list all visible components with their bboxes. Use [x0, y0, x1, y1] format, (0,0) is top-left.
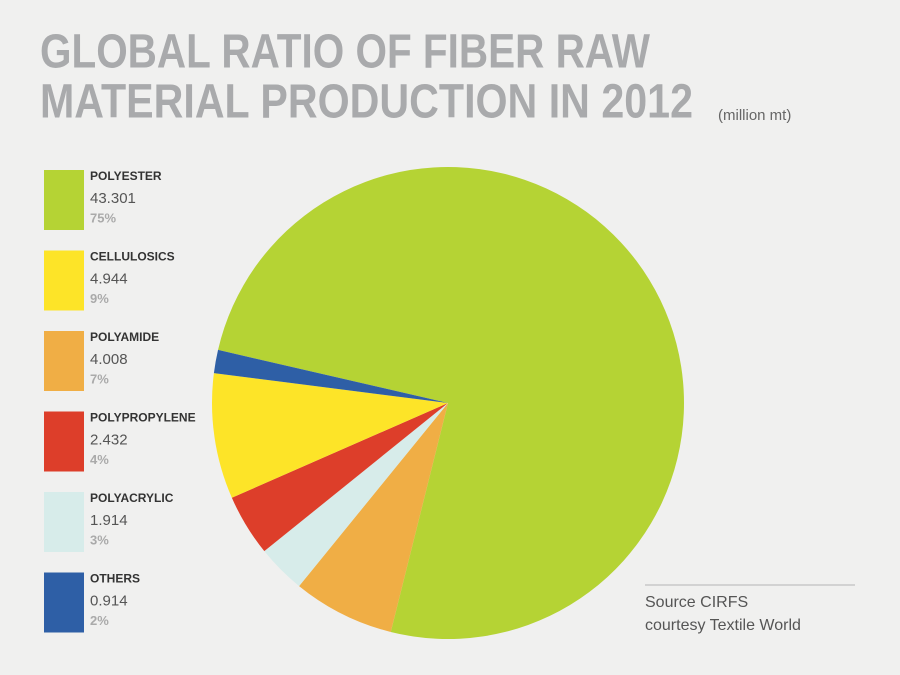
legend-label: CELLULOSICS [90, 250, 175, 264]
chart-title: MATERIAL PRODUCTION IN 2012 [40, 76, 693, 129]
legend-value: 2.432 [90, 431, 128, 448]
legend-swatch [44, 250, 84, 311]
legend-swatch [44, 170, 84, 230]
legend-value: 1.914 [90, 512, 128, 529]
legend-label: POLYACRYLIC [90, 491, 174, 505]
pie-slice [211, 373, 448, 498]
legend-share: 2% [90, 613, 109, 628]
source-text: Source CIRFS [645, 594, 748, 611]
legend-value: 0.914 [90, 592, 128, 609]
legend-swatch [44, 492, 84, 552]
legend-share: 3% [90, 532, 109, 547]
legend-value: 4.944 [90, 270, 128, 287]
pie-slice [299, 403, 448, 632]
chart-title: GLOBAL RATIO OF FIBER RAW [40, 26, 651, 79]
legend-share: 9% [90, 291, 109, 306]
legend-share: 75% [90, 210, 116, 225]
legend-share: 4% [90, 452, 109, 467]
legend-value: 43.301 [90, 190, 136, 207]
legend-swatch [44, 572, 84, 633]
legend-swatch [44, 331, 84, 391]
pie-slice [213, 349, 448, 403]
legend-swatch [44, 411, 84, 472]
legend-share: 7% [90, 371, 109, 386]
chart-subtitle: (million mt) [718, 107, 791, 124]
pie-slice [231, 403, 448, 552]
legend-label: OTHERS [90, 572, 140, 586]
source-text: courtesy Textile World [645, 617, 801, 634]
legend-label: POLYAMIDE [90, 330, 159, 344]
pie-slice [218, 166, 685, 639]
legend-label: POLYPROPYLENE [90, 411, 196, 425]
pie-slice [264, 403, 448, 587]
legend-value: 4.008 [90, 351, 128, 368]
legend-label: POLYESTER [90, 169, 162, 183]
